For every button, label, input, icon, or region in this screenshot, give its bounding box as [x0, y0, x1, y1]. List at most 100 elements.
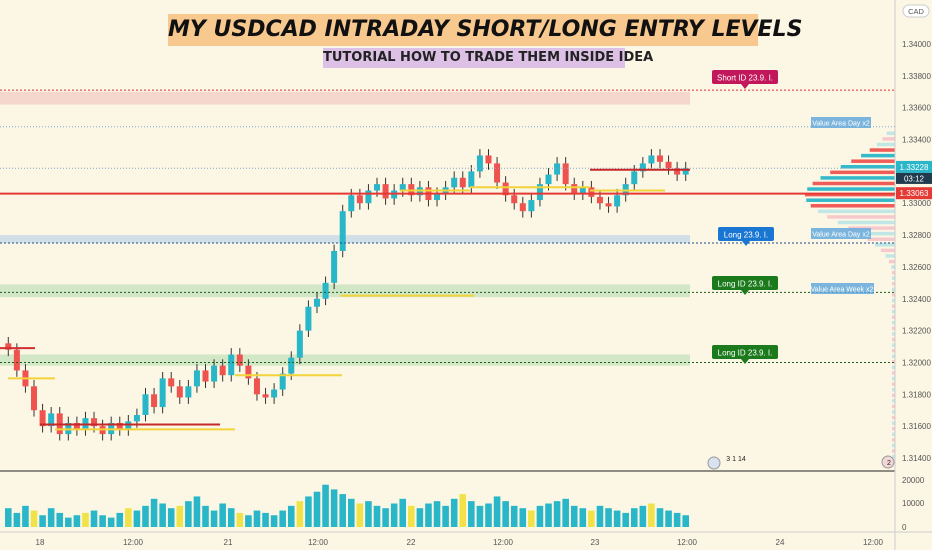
candle [399, 184, 406, 191]
volume-bars [5, 484, 689, 527]
volume-bar [73, 515, 81, 527]
candle [202, 370, 209, 382]
short-zone [0, 91, 690, 105]
candle [519, 203, 526, 212]
value-area-label-2-text: Value Area Day x2 [812, 232, 870, 239]
composite-profile-bar [891, 265, 895, 269]
candle [631, 171, 638, 185]
volume-bar [305, 496, 312, 527]
composite-profile-bar [892, 304, 895, 308]
candle [356, 195, 363, 204]
candle [339, 211, 346, 251]
composite-profile-bar [892, 387, 895, 392]
volume-bar [270, 515, 278, 527]
long-level-label-3: Long ID 23.9. I. [712, 345, 778, 364]
candle [682, 168, 689, 175]
volume-bar [116, 512, 124, 527]
candle [159, 378, 166, 408]
composite-profile-bar [851, 159, 895, 163]
countdown-tag [896, 172, 932, 184]
price-tick-label: 1.33000 [902, 199, 931, 208]
candle [476, 155, 483, 172]
candle [313, 298, 320, 307]
event-badge: 3 1 14 2 [707, 455, 895, 470]
volume-bar [390, 503, 398, 527]
volume-bar [125, 508, 132, 527]
composite-profile-bar [810, 204, 895, 208]
volume-bar [219, 503, 226, 527]
composite-profile-bar [867, 237, 895, 241]
long-level-label-2-text: Long ID 23.9. I. [718, 280, 773, 289]
composite-profile-bar [812, 181, 895, 186]
volume-bar [30, 510, 38, 527]
composite-profile-bar [892, 282, 895, 286]
volume-bar [356, 503, 364, 527]
candle [536, 184, 543, 201]
long-level-label-1-text: Long 23.9. I. [724, 231, 768, 240]
volume-bar [202, 505, 209, 527]
candle [305, 306, 312, 331]
price-tick-label: 1.34000 [902, 40, 931, 49]
short-level-label-pointer [741, 84, 749, 89]
volume-bar [510, 505, 518, 527]
volume-bar [210, 510, 218, 527]
price-tick-label: 1.32600 [902, 263, 931, 272]
composite-profile-bar [892, 326, 895, 331]
volume-bar [553, 501, 561, 527]
candle [374, 184, 381, 191]
event-flag-icon [707, 456, 721, 470]
price-tick-label: 1.32800 [902, 231, 931, 240]
candle [211, 365, 218, 382]
time-axis[interactable]: 18 12:00 21 12:00 22 12:00 23 12:00 24 12:00 [0, 531, 932, 547]
volume-bar [545, 503, 552, 527]
candle [168, 378, 175, 387]
volume-bar [13, 512, 21, 527]
composite-profile-bar [892, 371, 895, 375]
red-price-text: 1.33063 [900, 189, 929, 198]
current-price-tag [896, 160, 932, 173]
composite-profile-bar [892, 426, 895, 431]
volume-profiles [805, 131, 895, 464]
volume-bar [596, 505, 604, 527]
candle [348, 195, 355, 212]
long-level-label-2-box [712, 276, 778, 290]
candle [485, 155, 492, 164]
time-tick-label: 21 [224, 538, 233, 547]
volume-bar [227, 508, 235, 527]
composite-profile-bar [892, 410, 895, 414]
volume-bar [373, 505, 381, 527]
candle [91, 418, 98, 427]
volume-bar [399, 498, 407, 527]
volume-bar [5, 508, 12, 527]
composite-profile-bar [892, 404, 895, 409]
candle [5, 343, 12, 350]
candle [545, 174, 552, 185]
volume-bar [287, 505, 295, 527]
price-tick-label: 1.33400 [902, 136, 931, 145]
time-tick-label: 23 [591, 538, 600, 547]
composite-profile-bar [886, 131, 895, 136]
composite-profile-bar [892, 309, 895, 314]
composite-profile-bar [892, 287, 895, 292]
candle [468, 171, 475, 188]
price-tick-label: 1.31800 [902, 390, 931, 399]
candle [193, 370, 200, 387]
candle [614, 195, 621, 207]
candle [279, 373, 286, 390]
short-level-label-box [712, 70, 778, 84]
currency-badge-bg [902, 4, 930, 18]
composite-profile-bar [876, 142, 895, 147]
volume-bar [82, 512, 89, 527]
volume-bar [450, 498, 458, 527]
countdown-text: 03:12 [904, 174, 925, 183]
volume-bar [408, 505, 415, 527]
candle [151, 394, 158, 408]
volume-bar [485, 503, 492, 527]
volume-bar [39, 515, 46, 527]
chart-title: MY USDCAD INTRADAY SHORT/LONG ENTRY LEVE… [168, 14, 802, 46]
long-zone-3 [0, 354, 690, 366]
price-axis[interactable]: 1.34000 1.33800 1.33600 1.33400 1.33000 1.328… [896, 0, 932, 550]
composite-profile-bar [892, 360, 895, 364]
candle [596, 196, 603, 204]
